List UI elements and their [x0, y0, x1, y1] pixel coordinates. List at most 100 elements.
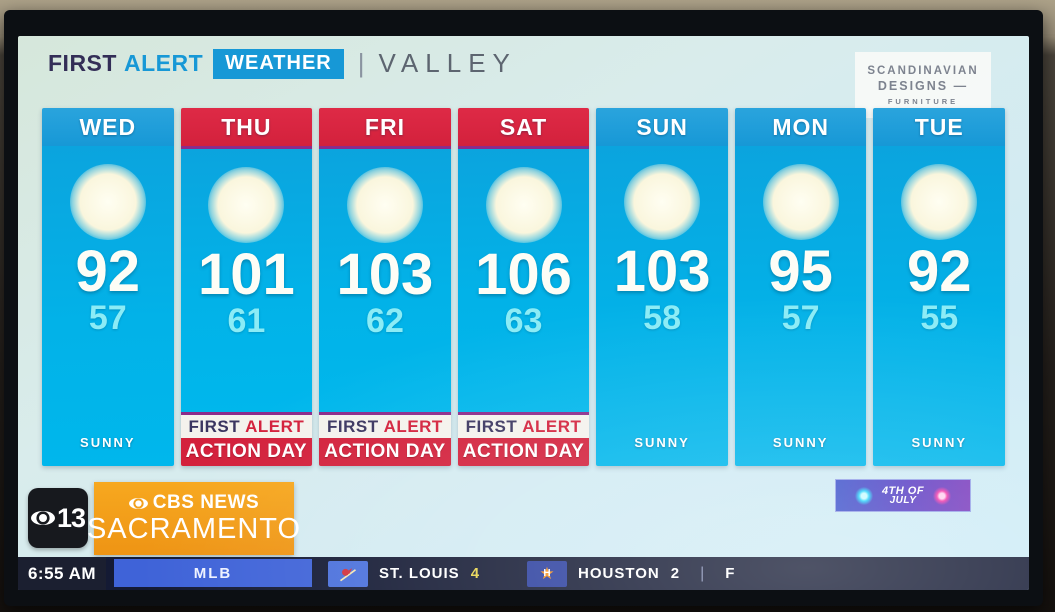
brand-alert-label: ALERT [123, 50, 204, 76]
network-label: CBS NEWS [152, 492, 260, 514]
forecast-columns: WED 92 57 SUNNY THU 101 61 FIRST [42, 108, 1006, 466]
home-team-score: 2 [670, 565, 680, 582]
first-alert-word-first: FIRST [188, 416, 241, 436]
brand-weather-badge: WEATHER [213, 48, 344, 79]
day-body: 106 63 [457, 149, 590, 412]
ticker-separator: | [700, 564, 705, 582]
condition-label: SUNNY [80, 435, 136, 450]
first-alert-word-first: FIRST [465, 416, 518, 436]
high-temp: 103 [336, 242, 434, 307]
channel-number: 13 [56, 502, 86, 533]
low-temp: 57 [88, 299, 127, 338]
sunny-icon [624, 164, 701, 240]
away-team-name: ST. LOUIS [379, 565, 460, 582]
action-day-banner: ACTION DAY [319, 438, 451, 466]
forecast-column-sat: SAT 106 63 FIRST ALERT ACTION DAY [457, 108, 590, 466]
low-temp: 62 [366, 302, 404, 341]
action-day-banner: ACTION DAY [457, 438, 590, 466]
day-body: 92 57 SUNNY [42, 146, 174, 466]
high-temp: 103 [613, 239, 711, 304]
day-body: 92 55 SUNNY [873, 146, 1006, 466]
first-alert-word-alert: ALERT [245, 416, 305, 436]
day-label: SAT [457, 108, 590, 146]
condition-label: SUNNY [772, 435, 829, 450]
high-temp: 101 [197, 242, 295, 307]
forecast-column-sun: SUN 103 58 SUNNY [596, 108, 728, 466]
forecast-column-tue: TUE 92 55 SUNNY [873, 108, 1006, 466]
purple-divider [319, 412, 451, 415]
cbs-news-sacramento-bug: CBS NEWS SACRAMENTO [87, 482, 300, 555]
day-body: 101 61 [180, 149, 313, 412]
day-label: MON [734, 108, 867, 146]
day-label: WED [42, 108, 174, 146]
astros-logo-icon: ★ H [527, 560, 568, 587]
day-body: 95 57 SUNNY [734, 146, 867, 466]
tv-screen: FIRST ALERT WEATHER | VALLEY SCANDINAVIA… [18, 36, 1029, 590]
first-alert-strip: FIRST ALERT [180, 415, 313, 438]
low-temp: 63 [504, 302, 543, 341]
fourth-of-july-badge: 4TH OF JULY [835, 479, 971, 512]
day-label: THU [180, 108, 313, 146]
brand-first-label: FIRST [48, 50, 117, 76]
low-temp: 57 [781, 299, 820, 338]
cbs13-logo: 13 [28, 488, 88, 548]
region-label: VALLEY [378, 48, 517, 78]
sunny-icon [762, 164, 839, 240]
low-temp: 58 [643, 299, 682, 338]
sports-ticker: 6:55 AM MLB ST. LOUIS 4 ★ H HOUSTON [18, 557, 1029, 590]
low-temp: 61 [227, 302, 266, 341]
high-temp: 106 [475, 242, 572, 307]
day-body: 103 58 SUNNY [596, 146, 728, 466]
away-team-score: 4 [470, 565, 480, 582]
holiday-label: 4TH OF JULY [881, 484, 925, 506]
city-label: SACRAMENTO [86, 513, 302, 546]
sunny-icon [485, 167, 562, 243]
high-temp: 92 [907, 239, 972, 304]
cardinals-logo-icon [328, 560, 368, 587]
forecast-column-mon: MON 95 57 SUNNY [734, 108, 867, 466]
weather-header: FIRST ALERT WEATHER | VALLEY [48, 48, 517, 79]
purple-divider [457, 412, 590, 415]
high-temp: 92 [75, 239, 141, 304]
condition-label: SUNNY [911, 435, 968, 450]
firework-icon [854, 486, 873, 505]
sponsor-category: FURNITURE [887, 96, 959, 106]
first-alert-word-alert: ALERT [383, 416, 443, 436]
sponsor-box: SCANDINAVIAN DESIGNS — FURNITURE [855, 52, 991, 118]
clock: 6:55 AM [18, 557, 106, 590]
first-alert-strip: FIRST ALERT [319, 415, 451, 438]
forecast-column-fri: FRI 103 62 FIRST ALERT ACTION DAY [319, 108, 451, 466]
sunny-icon [69, 164, 146, 240]
forecast-column-wed: WED 92 57 SUNNY [42, 108, 174, 466]
forecast-column-thu: THU 101 61 FIRST ALERT ACTION DAY [180, 108, 313, 466]
home-team-name: HOUSTON [578, 565, 660, 582]
sunny-icon [346, 167, 423, 243]
high-temp: 95 [768, 239, 833, 304]
purple-divider [457, 146, 590, 149]
day-label: SUN [596, 108, 728, 146]
league-tab: MLB [114, 559, 312, 587]
purple-divider [180, 412, 313, 415]
sponsor-name-line1: SCANDINAVIAN [867, 64, 979, 77]
sunny-icon [208, 167, 285, 243]
first-alert-strip: FIRST ALERT [457, 415, 590, 438]
purple-divider [180, 146, 313, 149]
day-label: FRI [319, 108, 451, 146]
day-label: TUE [873, 108, 1006, 146]
sponsor-name-line2: DESIGNS — [877, 78, 969, 93]
action-day-banner: ACTION DAY [180, 438, 313, 466]
purple-divider [319, 146, 451, 149]
cbs-eye-icon [30, 511, 55, 525]
header-divider: | [357, 48, 365, 78]
sunny-icon [901, 164, 978, 240]
low-temp: 55 [920, 299, 959, 338]
scoreboard: ST. LOUIS 4 ★ H HOUSTON 2 | F [312, 557, 1029, 590]
day-body: 103 62 [319, 149, 451, 412]
game-status-final: F [725, 565, 735, 582]
first-alert-word-alert: ALERT [522, 416, 582, 436]
condition-label: SUNNY [634, 435, 690, 450]
cbs-eye-icon [128, 497, 148, 509]
firework-icon [933, 486, 952, 505]
first-alert-word-first: FIRST [327, 416, 379, 436]
tv-bezel: FIRST ALERT WEATHER | VALLEY SCANDINAVIA… [4, 10, 1043, 606]
